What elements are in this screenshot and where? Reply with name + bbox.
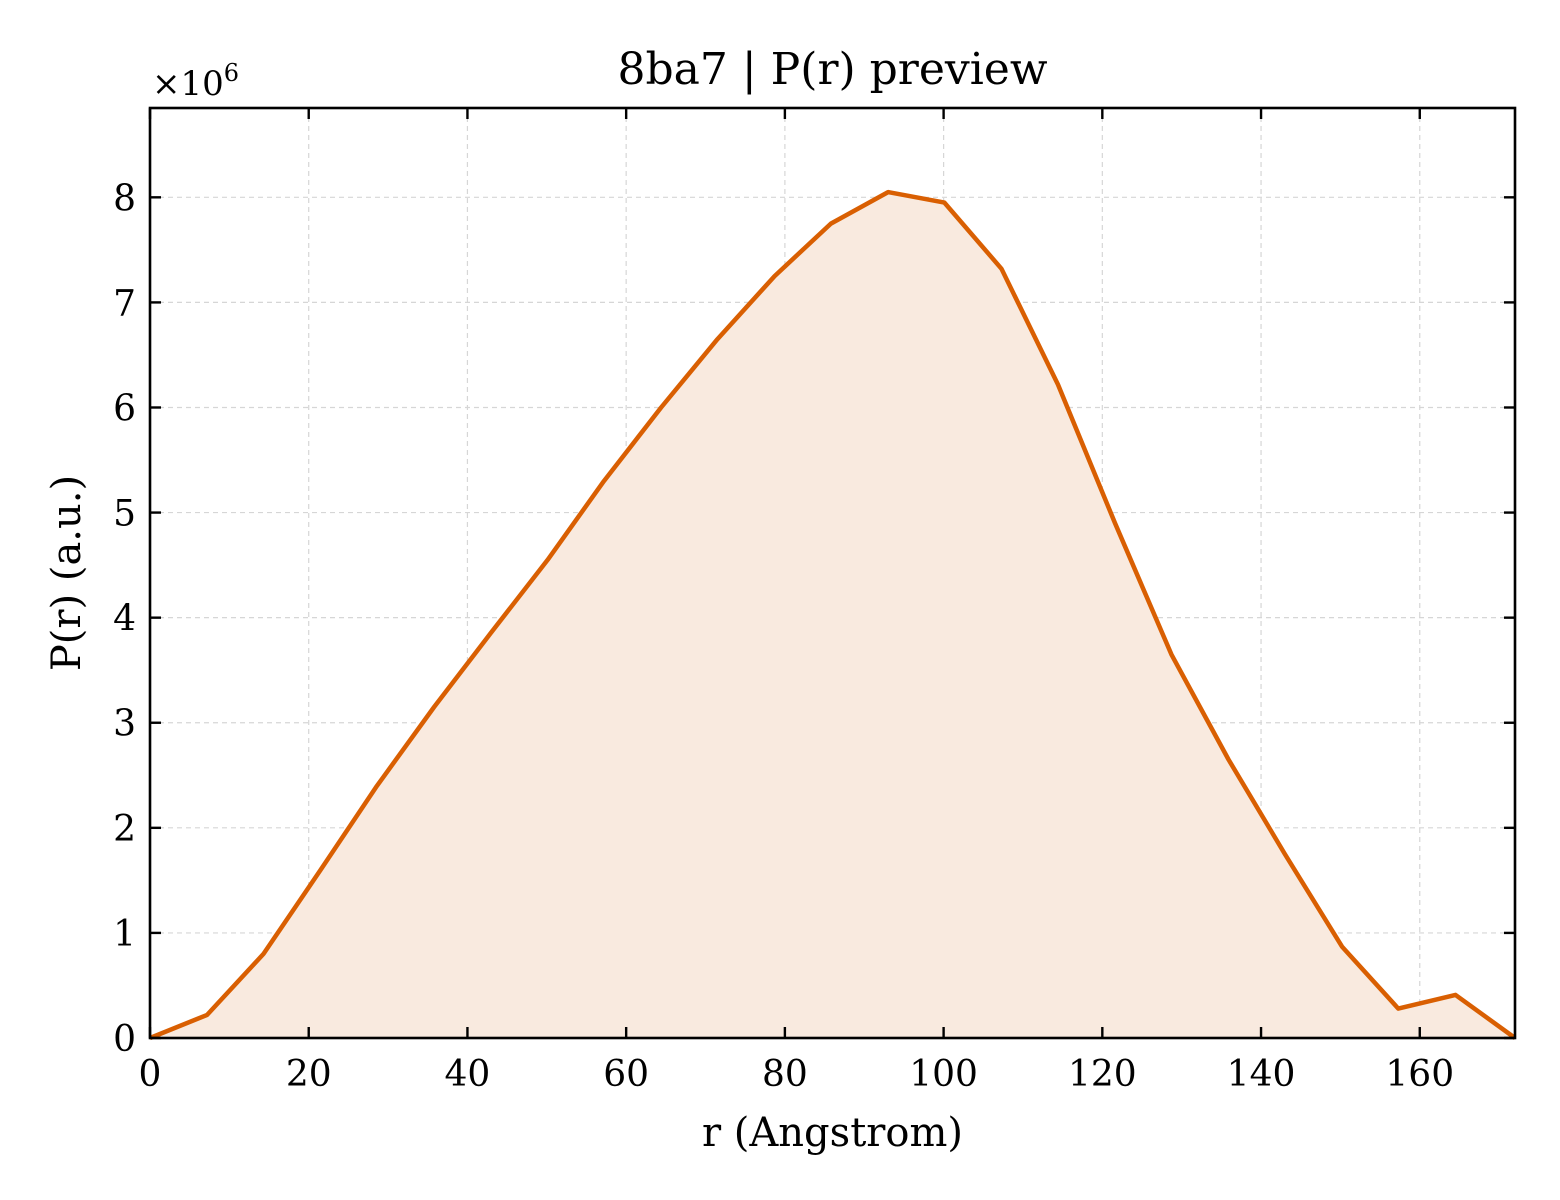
y-tick-label: 8 <box>113 178 136 219</box>
x-tick-label: 100 <box>909 1054 978 1095</box>
y-tick-label: 5 <box>113 494 136 535</box>
ticks: 0 20 40 60 80 100 120 140 160 0 1 2 3 4 5 6 7 8 <box>113 108 1515 1095</box>
y-tick-label: 0 <box>113 1019 136 1060</box>
x-tick-label: 80 <box>762 1054 808 1095</box>
x-tick-label: 120 <box>1068 1054 1137 1095</box>
y-multiplier-base: ×10 <box>152 64 224 104</box>
y-tick-label: 3 <box>113 704 136 745</box>
x-tick-label: 40 <box>445 1054 491 1095</box>
chart-title: 8ba7 | P(r) preview <box>617 44 1047 95</box>
pr-area-fill <box>150 192 1515 1039</box>
x-tick-label: 140 <box>1227 1054 1296 1095</box>
y-axis-multiplier: ×106 <box>152 59 239 104</box>
x-tick-label: 160 <box>1385 1054 1454 1095</box>
y-tick-label: 1 <box>113 914 136 955</box>
y-tick-label: 6 <box>113 388 136 429</box>
x-tick-label: 60 <box>603 1054 649 1095</box>
x-axis-label: r (Angstrom) <box>702 1110 963 1156</box>
x-tick-label: 20 <box>286 1054 332 1095</box>
y-tick-label: 7 <box>113 283 136 324</box>
plot-frame <box>148 106 1517 1040</box>
y-tick-label: 4 <box>113 599 136 640</box>
pr-series-line <box>149 189 1517 1041</box>
x-tick-label: 0 <box>139 1054 162 1095</box>
y-tick-label: 2 <box>113 809 136 850</box>
y-axis-label: P(r) (a.u.) <box>44 475 90 671</box>
y-multiplier-exponent: 6 <box>224 59 239 87</box>
